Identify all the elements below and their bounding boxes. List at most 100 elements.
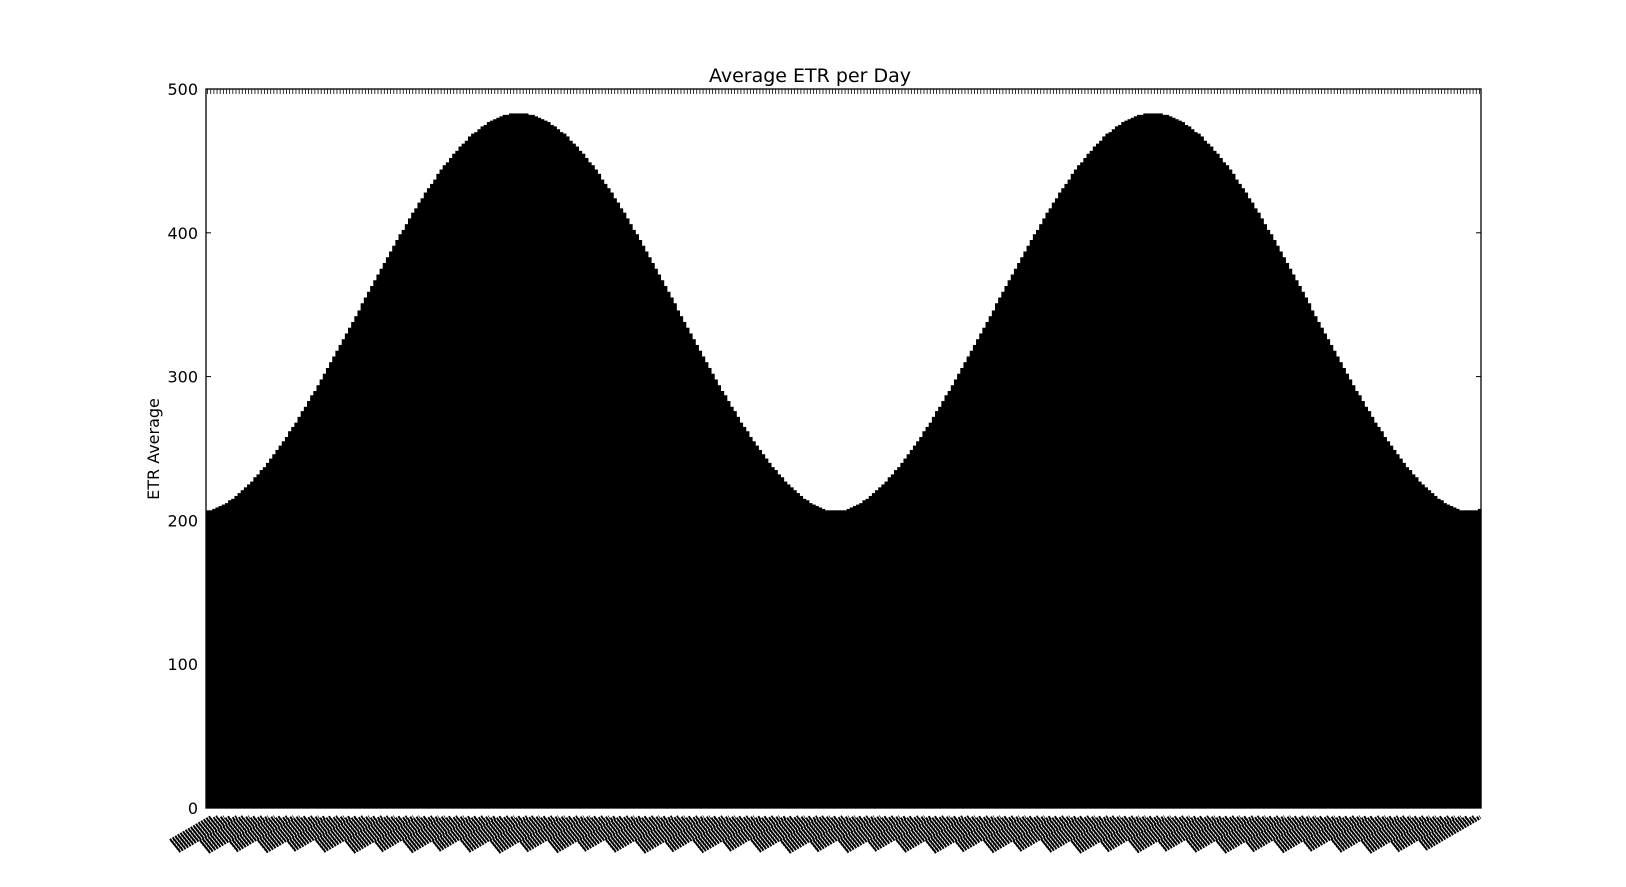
bar — [278, 445, 283, 808]
bar — [1405, 467, 1410, 808]
x-tick-label — [290, 815, 346, 850]
x-tick-label — [318, 815, 371, 848]
x-tick-label — [1330, 815, 1374, 843]
bar — [597, 173, 602, 809]
bar — [808, 503, 813, 808]
bar — [783, 481, 788, 808]
bar — [1111, 129, 1116, 808]
bar — [1357, 395, 1362, 808]
y-tick-label: 100 — [167, 655, 198, 674]
x-tick-label — [986, 815, 1040, 849]
x-tick-label — [1044, 815, 1097, 848]
bar — [461, 143, 466, 808]
x-tick-label — [1193, 815, 1255, 853]
bar — [887, 477, 892, 808]
bar — [606, 188, 611, 809]
bar — [508, 113, 513, 808]
x-tick-label — [1189, 815, 1242, 848]
bar — [1307, 303, 1312, 808]
bar — [247, 484, 251, 808]
x-tick-label — [207, 815, 270, 854]
bar — [300, 411, 305, 808]
bar — [243, 487, 248, 808]
x-tick-label — [583, 815, 642, 852]
bar — [840, 510, 845, 808]
x-tick-label — [982, 815, 1027, 844]
bar — [1181, 122, 1185, 808]
x-tick-label — [1390, 815, 1438, 845]
bar — [591, 165, 595, 808]
bar — [433, 179, 437, 809]
bar — [272, 454, 277, 808]
x-tick-label — [783, 815, 838, 849]
bar — [1386, 441, 1391, 808]
bar — [625, 218, 630, 809]
bar — [1446, 504, 1451, 808]
x-tick-label — [435, 815, 491, 850]
bar — [464, 140, 469, 808]
x-tick-label — [1078, 815, 1141, 854]
bar — [1323, 333, 1327, 808]
bar — [1402, 462, 1406, 808]
bar — [256, 474, 261, 808]
x-tick-label — [1040, 815, 1084, 843]
x-tick-label — [1161, 815, 1217, 850]
x-tick-label — [1012, 815, 1059, 845]
x-tick-label — [1249, 815, 1305, 850]
x-tick-label — [899, 815, 952, 848]
x-tick-label — [465, 815, 522, 851]
x-tick-label — [525, 815, 585, 853]
bar — [733, 411, 737, 808]
bar — [991, 310, 996, 808]
bar — [688, 333, 693, 808]
bar — [679, 316, 684, 808]
bar — [288, 431, 292, 808]
bar — [777, 474, 781, 808]
x-tick-label — [405, 815, 459, 849]
x-tick-label — [322, 815, 384, 853]
x-tick-label — [1133, 815, 1191, 851]
x-tick-label — [1396, 815, 1457, 853]
x-tick-label — [1014, 815, 1065, 847]
x-tick-label — [668, 815, 724, 850]
bar — [1149, 113, 1154, 808]
x-tick-label — [1277, 815, 1330, 849]
bar — [1304, 297, 1309, 808]
bar — [493, 119, 497, 808]
x-tick-label — [867, 815, 914, 845]
bar — [1007, 280, 1012, 808]
bar — [1108, 132, 1113, 808]
x-tick-label — [175, 815, 232, 851]
x-tick-label — [895, 815, 939, 843]
bar — [1237, 183, 1242, 808]
bar — [1032, 234, 1037, 809]
bar — [1137, 114, 1141, 808]
bar — [303, 406, 308, 808]
bar — [1247, 198, 1252, 809]
x-tick-label — [1018, 815, 1078, 852]
bar — [1089, 150, 1094, 808]
x-tick-label — [230, 815, 283, 848]
x-tick-label — [1424, 815, 1482, 851]
x-tick-label — [1306, 815, 1362, 850]
x-tick-label — [728, 815, 787, 852]
x-tick-label — [467, 815, 529, 853]
x-tick-label — [551, 815, 604, 849]
bar — [335, 350, 340, 808]
x-tick-marks — [207, 89, 1480, 94]
bar — [316, 385, 321, 808]
bar — [297, 416, 302, 808]
bar — [240, 490, 245, 808]
x-tick-label — [459, 815, 503, 843]
bar — [701, 356, 706, 808]
bar — [224, 503, 229, 808]
bar — [332, 356, 336, 808]
bar — [483, 124, 488, 808]
bar — [1023, 251, 1028, 809]
bar — [673, 303, 677, 808]
bar — [1051, 202, 1056, 809]
bar — [985, 321, 990, 808]
bar — [284, 437, 289, 808]
bar — [262, 467, 267, 808]
y-axis-ticks: 0 100 200 300 400 500 — [167, 80, 1481, 818]
